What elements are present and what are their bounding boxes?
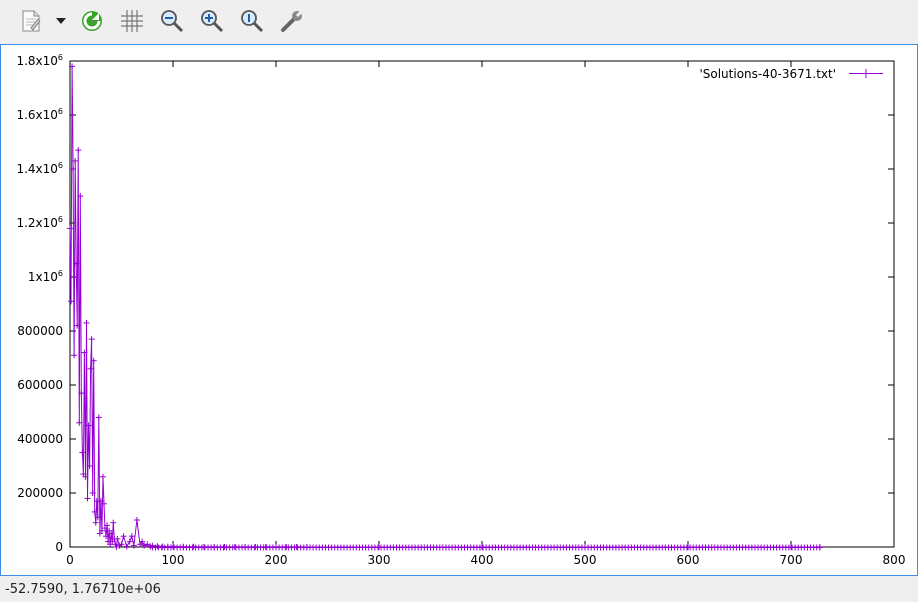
grid-icon — [121, 10, 143, 32]
y-tick-label: 1.6x106 — [16, 107, 63, 122]
data-point — [82, 473, 89, 480]
settings-button[interactable] — [277, 6, 307, 36]
x-tick-label: 400 — [471, 553, 494, 567]
y-tick-label: 1.4x106 — [16, 161, 63, 176]
data-point — [68, 298, 75, 305]
data-point — [86, 463, 93, 469]
data-point — [130, 542, 137, 549]
x-tick-label: 100 — [162, 553, 185, 567]
data-point — [76, 419, 83, 426]
data-point — [128, 533, 135, 540]
x-tick-label: 0 — [66, 553, 74, 567]
x-tick-label: 700 — [780, 553, 803, 567]
data-point — [95, 414, 102, 421]
unzoom-button[interactable] — [237, 6, 267, 36]
data-point — [94, 514, 101, 521]
x-tick-label: 500 — [574, 553, 597, 567]
data-point — [90, 357, 97, 364]
data-point — [87, 365, 94, 372]
wrench-icon — [281, 8, 305, 32]
data-point — [108, 530, 115, 537]
data-point — [133, 517, 140, 523]
data-point — [110, 519, 117, 526]
data-point — [69, 63, 76, 70]
chevron-down-icon — [56, 18, 66, 24]
data-point — [84, 495, 91, 502]
data-point — [88, 336, 95, 343]
zoom-reset-icon — [241, 10, 264, 33]
document-icon — [22, 10, 41, 32]
data-point — [123, 543, 130, 550]
data-point — [118, 541, 125, 548]
data-point — [100, 500, 107, 507]
data-point — [77, 193, 84, 199]
x-tick-label: 200 — [265, 553, 288, 567]
data-point — [98, 527, 105, 534]
data-point — [92, 519, 99, 526]
data-point — [141, 542, 148, 549]
status-bar: -52.7590, 1.76710e+06 — [0, 576, 918, 602]
data-point — [81, 349, 88, 356]
data-point — [72, 157, 79, 164]
data-point — [78, 390, 85, 397]
data-point — [91, 508, 98, 515]
y-tick-label: 600000 — [17, 378, 63, 392]
data-point — [113, 544, 120, 550]
data-point — [89, 490, 96, 496]
data-point — [126, 538, 133, 545]
data-point — [139, 538, 146, 545]
x-tick-label: 800 — [883, 553, 906, 567]
plot-area[interactable]: 0 100 200 300 400 500 600 700 800 0 200000 400000 60… — [0, 44, 918, 576]
data-point — [75, 147, 82, 154]
series-line — [69, 66, 820, 548]
cursor-coordinates: -52.7590, 1.76710e+06 — [5, 581, 161, 597]
data-point — [114, 535, 121, 542]
data-point — [74, 322, 81, 329]
y-tick-label: 400000 — [17, 432, 63, 446]
export-menu-button[interactable] — [50, 6, 72, 36]
y-tick-label: 1x106 — [28, 269, 63, 284]
grid-button[interactable] — [117, 6, 147, 36]
data-point — [144, 541, 151, 548]
data-point — [71, 352, 78, 359]
y-tick-label: 0 — [55, 540, 63, 554]
data-point — [85, 422, 92, 429]
data-point — [97, 498, 104, 505]
data-point — [67, 225, 73, 232]
legend-label: 'Solutions-40-3671.txt' — [699, 67, 836, 81]
tail-markers — [149, 544, 823, 551]
data-point — [120, 533, 127, 540]
data-point — [83, 319, 90, 326]
y-tick-label: 800000 — [17, 324, 63, 338]
y-tick-label: 1.2x106 — [16, 215, 63, 230]
zoom-in-icon — [201, 10, 224, 33]
data-point — [70, 166, 77, 172]
zoom-out-icon — [161, 10, 184, 33]
data-point — [99, 473, 106, 480]
zoom-previous-button[interactable] — [157, 6, 187, 36]
x-tick-label: 300 — [368, 553, 391, 567]
data-point — [103, 533, 110, 540]
data-point — [79, 449, 86, 456]
data-point — [104, 522, 111, 529]
y-tick-label: 1.8x106 — [16, 53, 63, 68]
y-tick-label: 200000 — [17, 486, 63, 500]
data-point — [112, 541, 119, 548]
replot-button[interactable] — [77, 6, 107, 36]
x-tick-label: 600 — [677, 553, 700, 567]
export-button[interactable] — [16, 6, 46, 36]
plot-border — [69, 60, 895, 548]
refresh-icon — [82, 11, 102, 31]
data-point — [73, 260, 80, 267]
toolbar — [0, 0, 918, 44]
zoom-next-button[interactable] — [197, 6, 227, 36]
chart[interactable]: 0 100 200 300 400 500 600 700 800 0 200000 400000 60… — [1, 45, 917, 575]
